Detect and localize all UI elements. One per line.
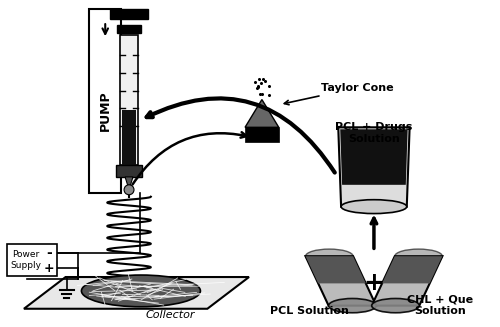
- Bar: [110, 9, 148, 19]
- Text: Taylor Cone: Taylor Cone: [284, 83, 394, 105]
- Bar: [117, 25, 141, 33]
- Polygon shape: [125, 177, 133, 185]
- Bar: [90, 9, 121, 193]
- Polygon shape: [340, 129, 407, 185]
- Bar: [120, 35, 138, 165]
- Polygon shape: [372, 256, 442, 306]
- Ellipse shape: [341, 200, 407, 214]
- Text: PUMP: PUMP: [98, 90, 112, 130]
- Bar: [116, 165, 142, 177]
- Text: Collector: Collector: [146, 310, 196, 320]
- Bar: [122, 111, 136, 165]
- Text: PCL + Drugs
Solution: PCL + Drugs Solution: [336, 122, 412, 144]
- Text: +: +: [44, 262, 54, 275]
- Ellipse shape: [82, 275, 200, 307]
- Ellipse shape: [328, 299, 376, 313]
- Text: CHL + Que
Solution: CHL + Que Solution: [408, 294, 474, 316]
- Ellipse shape: [124, 185, 134, 195]
- Polygon shape: [245, 99, 279, 127]
- Ellipse shape: [395, 249, 442, 263]
- Polygon shape: [24, 277, 249, 309]
- Polygon shape: [306, 256, 366, 284]
- Ellipse shape: [372, 299, 420, 313]
- Text: PCL Solution: PCL Solution: [270, 306, 349, 316]
- Polygon shape: [338, 127, 409, 207]
- Polygon shape: [306, 256, 376, 306]
- Polygon shape: [382, 256, 442, 284]
- Ellipse shape: [306, 249, 353, 263]
- Text: Power
Supply: Power Supply: [10, 250, 42, 270]
- Bar: [245, 127, 279, 142]
- Bar: [7, 244, 56, 276]
- Text: -: -: [46, 246, 52, 260]
- Text: +: +: [364, 271, 384, 296]
